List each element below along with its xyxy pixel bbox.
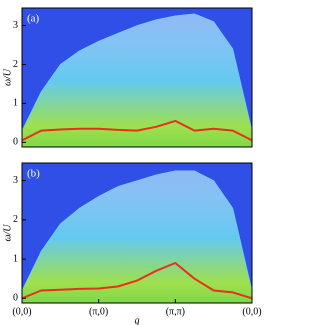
- plot-frame: [21, 7, 253, 148]
- x-axis-label: q: [135, 315, 140, 325]
- dispersion-line: [22, 119, 252, 142]
- plot-area: [22, 170, 252, 303]
- x-tick-label: (π,π): [166, 306, 185, 317]
- panel-label: (b): [27, 168, 40, 180]
- continuum-area: [22, 170, 252, 303]
- continuum-area: [22, 13, 252, 147]
- y-tick-label: 2: [13, 214, 18, 225]
- x-tick-label: (0,0): [12, 306, 31, 317]
- dispersion-line: [22, 262, 252, 300]
- plot-area: [22, 13, 252, 147]
- y-axis-label: ω/U: [2, 224, 13, 242]
- chart: 0 1 2 3 (a) ω/U 0 1 2 3 (0,0) (π,0) (π,π) (0,0) (b) ω/U…: [2, 7, 262, 325]
- y-tick-label: 3: [13, 175, 18, 186]
- y-tick-label: 1: [13, 98, 18, 109]
- plot-frame: [21, 162, 253, 304]
- y-tick-label: 3: [13, 20, 18, 31]
- panel-label: (a): [27, 13, 40, 25]
- y-axis-label: ω/U: [2, 68, 13, 86]
- x-tick-label: (π,0): [89, 306, 108, 317]
- y-tick-label: 1: [13, 253, 18, 264]
- y-tick-label: 0: [13, 293, 18, 304]
- y-tick-label: 0: [13, 137, 18, 148]
- x-tick-label: (0,0): [242, 306, 261, 317]
- y-tick-label: 2: [13, 59, 18, 70]
